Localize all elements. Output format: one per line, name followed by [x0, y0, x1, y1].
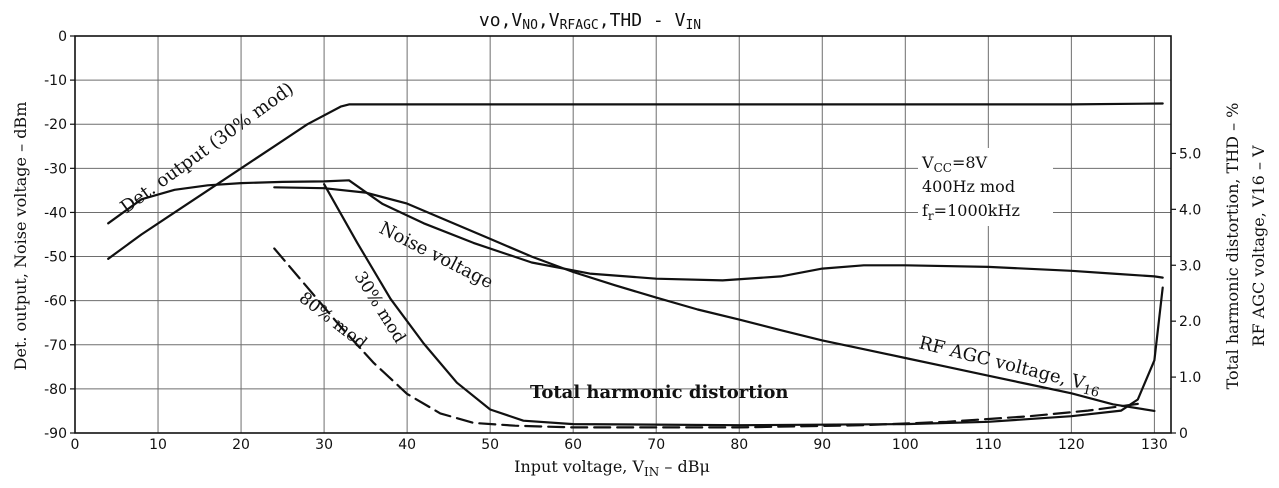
curves: [107, 102, 1164, 429]
x-tick-label: 70: [647, 437, 665, 453]
y-tick-label: -70: [44, 338, 67, 354]
right-tick-label: 3.0: [1179, 258, 1201, 274]
grid: [75, 36, 1171, 433]
y-tick-label: -40: [44, 205, 67, 221]
right-axis-label-agc: RF AGC voltage, V16 – V: [1249, 145, 1268, 347]
series-line-1: [273, 186, 1156, 412]
y-tick-label: -20: [44, 117, 67, 133]
x-tick-label: 30: [315, 437, 333, 453]
x-tick-label: 60: [564, 437, 582, 453]
x-axis-ticks: 0 10 20 30 40 50 60 70 80 90 100 110 120 130: [71, 437, 1168, 453]
right-tick-label: 4.0: [1179, 202, 1201, 218]
y-tick-label: 0: [58, 29, 67, 45]
x-tick-label: 130: [1141, 437, 1168, 453]
condition-vcc: VCC=8V: [921, 153, 988, 175]
right-tick-label: 0: [1179, 426, 1188, 442]
y-tick-label: -50: [44, 250, 67, 266]
right-axis-ticks: 0 1.0 2.0 3.0 4.0 5.0: [1171, 146, 1201, 442]
x-tick-label: 40: [398, 437, 416, 453]
plot-frame: [74, 35, 1172, 434]
x-tick-label: 90: [813, 437, 831, 453]
y-axis-label: Det. output, Noise voltage – dBm: [11, 102, 30, 371]
annotation-thd: Total harmonic distortion: [530, 382, 788, 403]
y-tick-label: -60: [44, 294, 67, 310]
x-tick-label: 0: [71, 437, 80, 453]
x-tick-label: 80: [730, 437, 748, 453]
series-line-2: [107, 179, 1164, 282]
right-tick-label: 1.0: [1179, 370, 1201, 386]
x-tick-label: 120: [1058, 437, 1085, 453]
annotation-80-mod: 80% mod: [295, 288, 371, 353]
x-tick-label: 10: [149, 437, 167, 453]
right-tick-label: 2.0: [1179, 314, 1201, 330]
condition-freq: fr=1000kHz: [922, 201, 1020, 223]
condition-mod: 400Hz mod: [922, 177, 1015, 196]
y-tick-label: -30: [44, 161, 67, 177]
right-tick-label: 5.0: [1179, 146, 1201, 162]
y-tick-label: -10: [44, 73, 67, 89]
x-axis-label: Input voltage, VIN – dBμ: [514, 457, 710, 479]
x-tick-label: 50: [481, 437, 499, 453]
right-axis-label-thd: Total harmonic distortion, THD – %: [1223, 103, 1242, 390]
x-tick-label: 100: [892, 437, 919, 453]
chart-title: vo,VNO,VRFAGC,THD - VIN: [479, 10, 701, 33]
series-line-0: [107, 102, 1164, 260]
y-tick-label: -80: [44, 382, 67, 398]
y-axis-ticks: 0 -10 -20 -30 -40 -50 -60 -70 -80 -90: [44, 29, 75, 442]
x-tick-label: 20: [232, 437, 250, 453]
conditions-box: VCC=8V 400Hz mod fr=1000kHz: [918, 148, 1053, 226]
series-line-4: [273, 247, 1139, 429]
x-tick-label: 110: [975, 437, 1002, 453]
y-tick-label: -90: [44, 426, 67, 442]
